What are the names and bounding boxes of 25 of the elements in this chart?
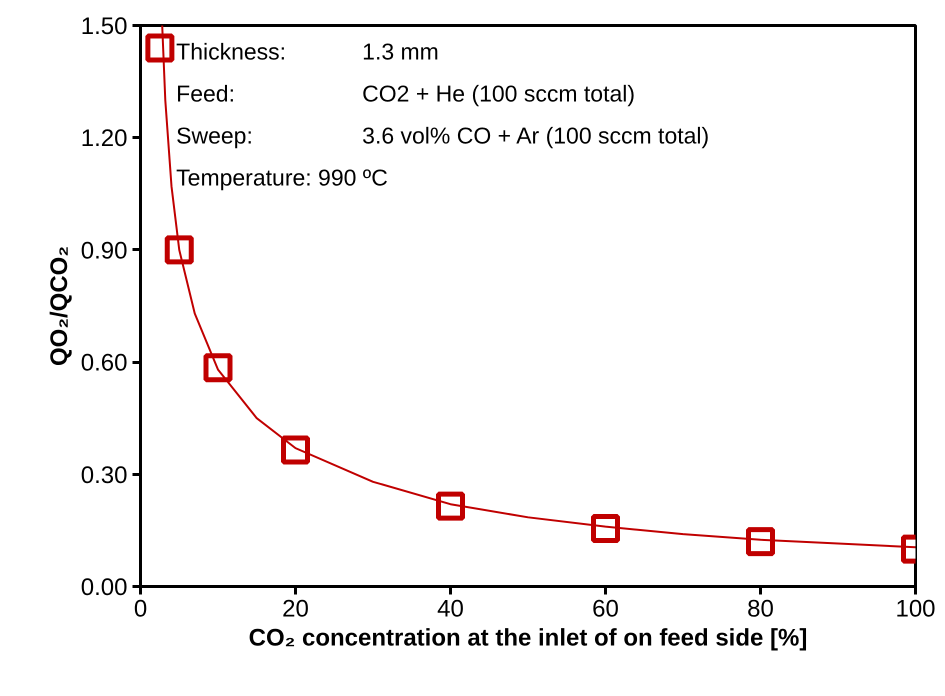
- y-tick-label: 0.30: [80, 462, 128, 489]
- x-axis-title: CO₂ concentration at the inlet of on feed side [%]: [248, 624, 808, 652]
- y-tick-label: 1.50: [80, 13, 128, 40]
- y-tick-label: 0.00: [80, 574, 128, 601]
- y-tick-label: 0.90: [80, 237, 128, 264]
- point: [281, 435, 310, 464]
- point: [436, 492, 465, 521]
- point: [591, 514, 620, 544]
- x-tick-label: 0: [134, 596, 148, 622]
- x-tick-label: 20: [282, 596, 309, 622]
- point: [164, 235, 194, 264]
- y-axis-title: QO₂/QCO₂: [46, 246, 73, 366]
- point: [145, 33, 174, 62]
- point: [746, 527, 775, 556]
- text: Thickness: 1.3 mm: [176, 38, 439, 65]
- y-tick-label: 0.60: [80, 350, 128, 377]
- y-tick-label: 1.20: [80, 125, 128, 152]
- x-tick-label: 60: [592, 596, 619, 622]
- x-tick-label: 40: [437, 596, 464, 622]
- x-tick-label: 100: [895, 596, 936, 622]
- annotation: Temperature: 990 ºC: [176, 164, 388, 190]
- text: Feed: CO2 + He (100 sccm total): [176, 80, 636, 107]
- point: [204, 353, 232, 382]
- text: Sweep: 3.6 vol% CO + Ar (100 sccm total): [176, 122, 710, 148]
- x-tick-label: 80: [747, 596, 774, 622]
